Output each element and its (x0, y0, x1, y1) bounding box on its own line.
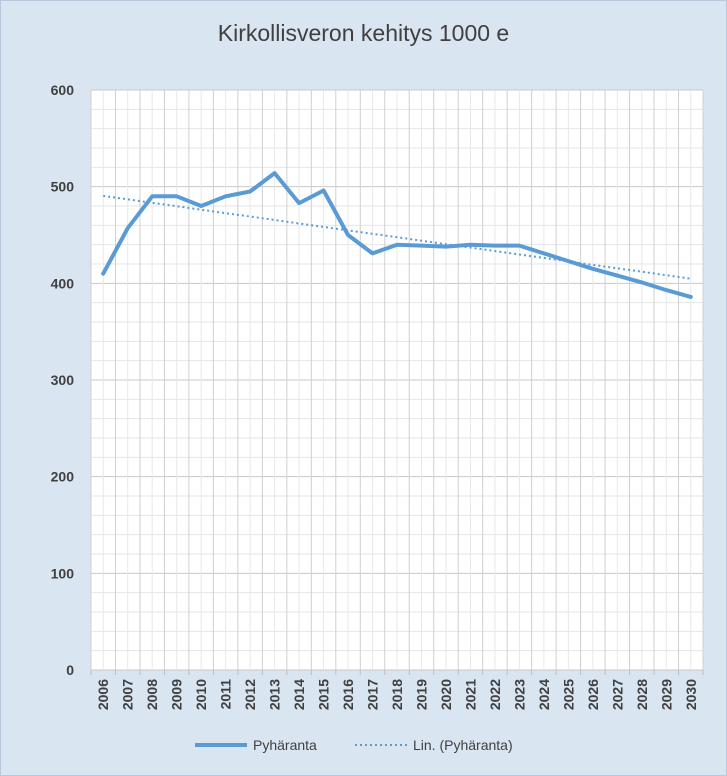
x-tick-label: 2030 (683, 679, 699, 710)
y-tick-label: 100 (51, 565, 75, 581)
x-tick-label: 2019 (413, 679, 429, 710)
x-tick-label: 2011 (218, 679, 234, 710)
y-tick-label: 400 (51, 275, 75, 291)
x-tick-label: 2009 (169, 679, 185, 710)
x-tick-label: 2015 (316, 679, 332, 710)
x-tick-label: 2027 (609, 679, 625, 710)
y-tick-label: 0 (66, 662, 74, 678)
x-tick-label: 2024 (536, 679, 552, 710)
x-tick-label: 2023 (511, 679, 527, 710)
x-tick-label: 2018 (389, 679, 405, 710)
y-axis-ticks: 0 100 200 300 400 500 600 (51, 82, 75, 678)
x-tick-label: 2028 (634, 679, 650, 710)
x-tick-label: 2008 (144, 679, 160, 710)
x-tick-label: 2017 (365, 679, 381, 710)
x-tick-label: 2013 (267, 679, 283, 710)
x-tick-label: 2006 (95, 679, 111, 710)
x-tick-label: 2007 (120, 679, 136, 710)
x-tick-label: 2014 (291, 679, 307, 710)
legend: Pyhäranta Lin. (Pyhäranta) (195, 737, 513, 753)
gridlines (90, 89, 704, 675)
legend-label: Pyhäranta (253, 737, 317, 753)
x-tick-label: 2016 (340, 679, 356, 710)
chart-title: Kirkollisveron kehitys 1000 e (217, 20, 510, 46)
x-axis-ticks: 2006 2007 2008 2009 2010 2011 2012 2013 2014 2015… (95, 679, 699, 710)
y-tick-label: 500 (51, 179, 75, 195)
series-lines (101, 171, 693, 299)
trendline-series (103, 194, 691, 280)
x-tick-label: 2021 (462, 679, 478, 710)
x-tick-label: 2020 (438, 679, 454, 710)
series-line (101, 171, 693, 299)
x-tick-label: 2025 (560, 679, 576, 710)
y-tick-label: 600 (51, 82, 75, 98)
y-tick-label: 200 (51, 469, 75, 485)
x-tick-label: 2022 (487, 679, 503, 710)
x-tick-label: 2026 (585, 679, 601, 710)
x-tick-label: 2010 (193, 679, 209, 710)
x-tick-label: 2029 (658, 679, 674, 710)
y-tick-label: 300 (51, 372, 75, 388)
x-tick-label: 2012 (242, 679, 258, 710)
legend-label: Lin. (Pyhäranta) (413, 737, 513, 753)
